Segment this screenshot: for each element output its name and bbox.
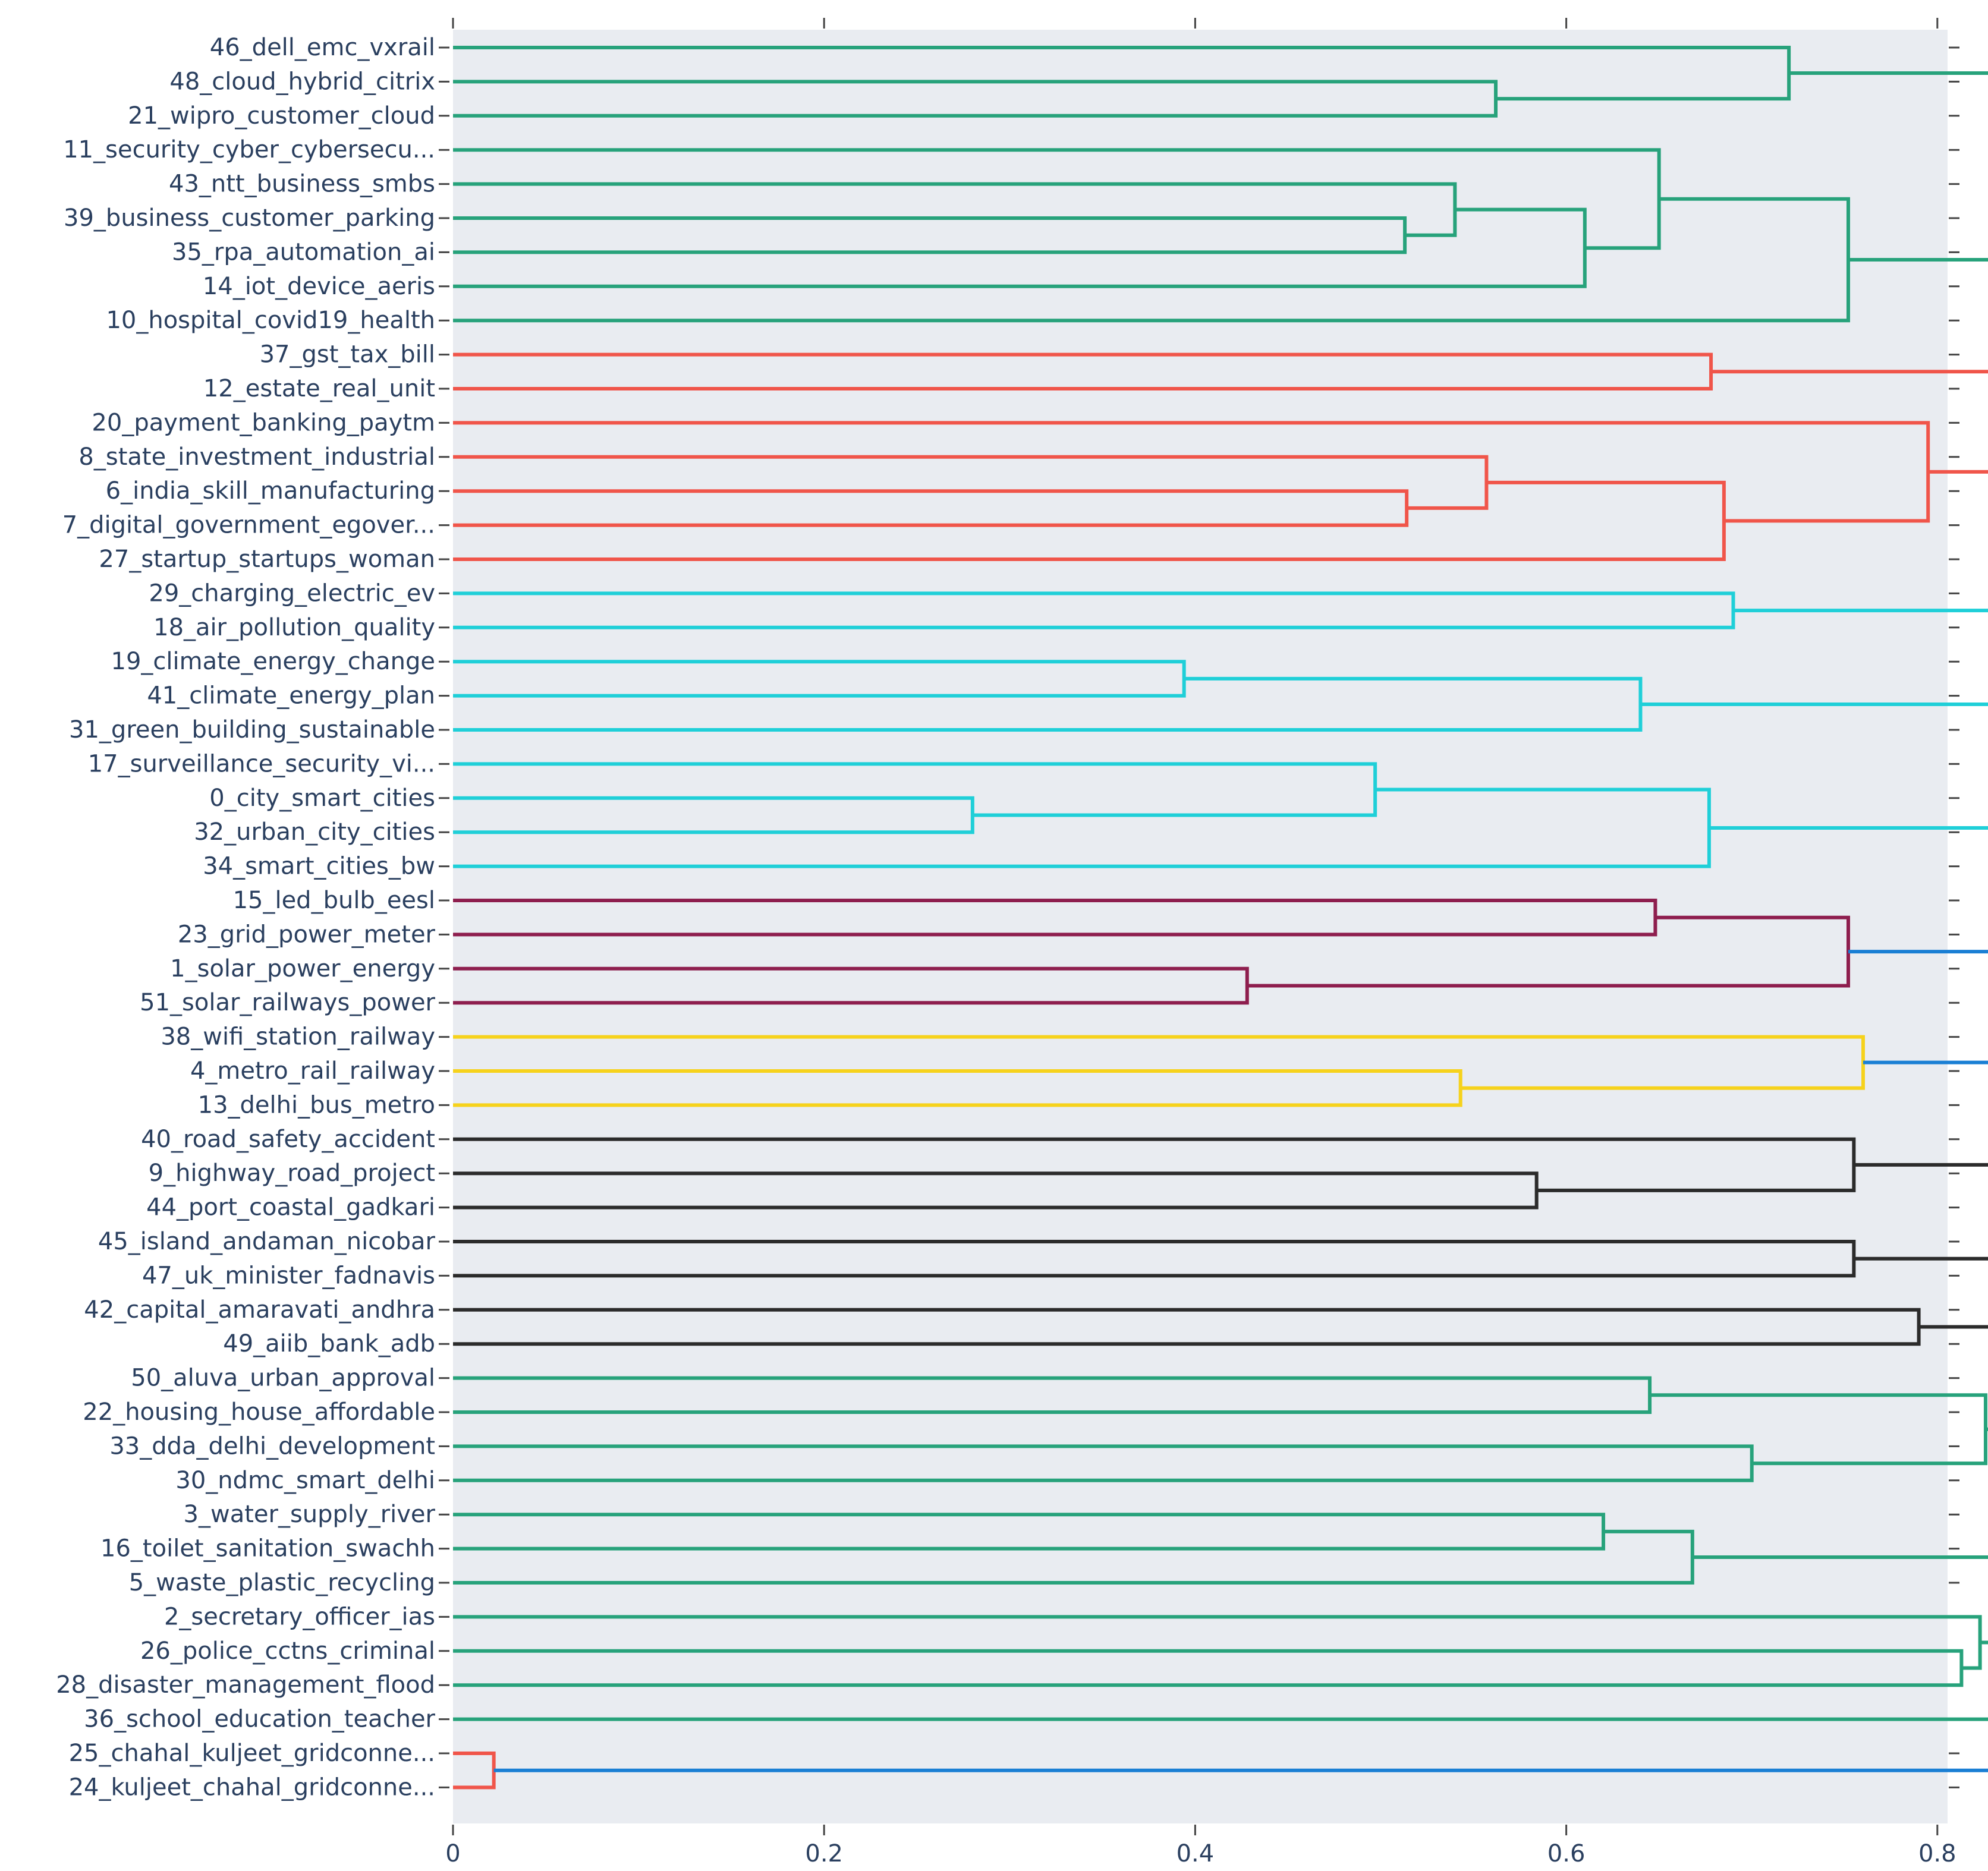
leaf-label: 23_grid_power_meter xyxy=(178,921,436,948)
leaf-label: 31_green_building_sustainable xyxy=(69,716,435,744)
x-tick-label: 0.8 xyxy=(1918,1840,1956,1867)
leaf-label: 28_disaster_management_flood xyxy=(56,1671,435,1699)
leaf-label: 10_hospital_covid19_health xyxy=(106,307,435,334)
leaf-label: 30_ndmc_smart_delhi xyxy=(175,1467,435,1494)
leaf-label: 46_dell_emc_vxrail xyxy=(210,34,435,61)
leaf-label: 8_state_investment_industrial xyxy=(78,443,435,471)
dendrogram-link xyxy=(453,660,1186,698)
leaf-label: 21_wipro_customer_cloud xyxy=(128,102,435,130)
leaf-label: 12_estate_real_unit xyxy=(203,375,435,402)
dendrogram-link xyxy=(453,216,1407,254)
leaf-label: 33_dda_delhi_development xyxy=(109,1432,435,1460)
dendrogram-link xyxy=(453,1649,1964,1687)
dendrogram-link xyxy=(1854,1256,1988,1329)
leaf-label: 27_startup_startups_woman xyxy=(99,546,435,573)
leaf-label: 9_highway_road_project xyxy=(149,1160,435,1187)
leaf-label: 25_chahal_kuljeet_gridconne... xyxy=(69,1740,435,1767)
leaf-label: 45_island_andaman_nicobar xyxy=(98,1228,436,1255)
leaf-label: 2_secretary_officer_ias xyxy=(164,1603,435,1630)
leaf-label: 40_road_safety_accident xyxy=(141,1126,435,1153)
leaf-label: 48_cloud_hybrid_citrix xyxy=(169,68,435,95)
leaf-label: 38_wifi_station_railway xyxy=(161,1023,435,1051)
leaf-label: 35_rpa_automation_ai xyxy=(172,238,435,266)
leaf-label: 42_capital_amaravati_andhra xyxy=(84,1296,435,1324)
top-axis xyxy=(452,18,1939,29)
leaf-label: 20_payment_banking_paytm xyxy=(92,409,435,436)
dendrogram-link xyxy=(453,197,1850,323)
dendrogram-link xyxy=(453,1615,1982,1670)
leaf-label: 17_surveillance_security_vi... xyxy=(88,750,435,777)
leaf-label: 1_solar_power_energy xyxy=(170,955,435,982)
dendrogram-link xyxy=(1640,609,1988,706)
dendrogram-link xyxy=(453,1640,1988,1721)
leaf-label: 43_ntt_business_smbs xyxy=(169,171,435,198)
leaf-label: 39_business_customer_parking xyxy=(64,204,435,232)
leaf-label: 15_led_bulb_eesl xyxy=(233,887,435,914)
dendrogram-link xyxy=(453,80,1498,118)
leaf-label: 4_metro_rail_railway xyxy=(190,1057,435,1085)
leaf-label: 51_solar_railways_power xyxy=(140,989,435,1016)
dendrogram-link xyxy=(1692,1427,1988,1559)
dendrogram-link xyxy=(453,489,1409,527)
plot-background xyxy=(453,30,1948,1823)
x-tick-label: 0 xyxy=(445,1840,460,1867)
leaf-label: 14_iot_device_aeris xyxy=(203,273,435,300)
leaf-label: 49_aiib_bank_adb xyxy=(223,1330,435,1357)
leaf-label: 7_digital_government_egover... xyxy=(62,512,435,539)
leaf-label: 32_urban_city_cities xyxy=(194,818,435,846)
right-axis-ticks xyxy=(1949,46,1959,1788)
x-tick-label: 0.4 xyxy=(1177,1840,1215,1867)
leaf-label: 22_housing_house_affordable xyxy=(83,1398,435,1426)
leaf-label: 26_police_cctns_criminal xyxy=(140,1637,435,1665)
dendrogram-link xyxy=(1709,826,1988,830)
x-tick-label: 0.6 xyxy=(1547,1840,1586,1867)
leaf-label: 37_gst_tax_bill xyxy=(260,341,435,368)
bottom-axis: 00.20.40.60.811.21.41.6 xyxy=(445,1825,1956,1867)
leaf-label: 44_port_coastal_gadkari xyxy=(146,1194,435,1221)
leaf-label: 3_water_supply_river xyxy=(184,1501,436,1528)
leaf-label: 34_smart_cities_bw xyxy=(203,853,435,880)
dendrogram-link xyxy=(453,1171,1539,1209)
leaf-label: 6_india_skill_manufacturing xyxy=(106,477,435,505)
dendrogram-link xyxy=(453,1137,1856,1192)
leaf-label: 5_waste_plastic_recycling xyxy=(129,1569,435,1596)
leaf-label: 50_aluva_urban_approval xyxy=(131,1365,435,1392)
leaf-labels: 46_dell_emc_vxrail 48_cloud_hybrid_citrix… xyxy=(56,34,449,1801)
dendrogram-link xyxy=(453,1240,1856,1278)
leaf-label: 47_uk_minister_fadnavis xyxy=(142,1262,435,1289)
x-tick-label: 0.2 xyxy=(805,1840,843,1867)
leaf-label: 36_school_education_teacher xyxy=(84,1706,435,1733)
leaf-label: 24_kuljeet_chahal_gridconne... xyxy=(69,1774,435,1801)
leaf-label: 16_toilet_sanitation_swachh xyxy=(100,1535,435,1563)
dendrogram-link xyxy=(453,1376,1652,1414)
dendrogram-link xyxy=(453,1069,1462,1107)
leaf-label: 19_climate_energy_change xyxy=(111,648,435,675)
leaf-label: 13_delhi_bus_metro xyxy=(198,1091,435,1119)
dendrogram-links xyxy=(453,46,1988,1790)
leaf-label: 18_air_pollution_quality xyxy=(153,614,435,641)
leaf-label: 41_climate_energy_plan xyxy=(147,682,435,710)
dendrogram-link xyxy=(1789,71,1988,262)
leaf-label: 29_charging_electric_ev xyxy=(149,579,435,607)
leaf-label: 11_security_cyber_cybersecu... xyxy=(63,136,435,163)
leaf-label: 0_city_smart_cities xyxy=(209,785,435,812)
dendrogram-link xyxy=(1247,915,1850,988)
dendrogram-link xyxy=(493,1768,1988,1772)
